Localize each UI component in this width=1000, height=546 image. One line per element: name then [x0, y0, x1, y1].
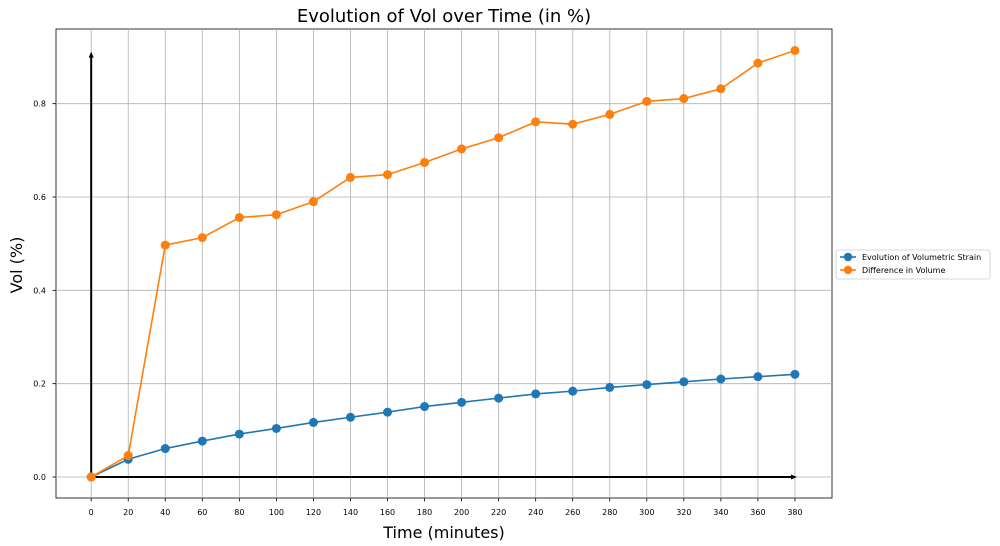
x-tick-label: 200	[454, 508, 469, 517]
x-tick-label: 140	[343, 508, 358, 517]
data-point	[568, 119, 578, 129]
data-point	[420, 157, 430, 167]
data-point	[345, 412, 355, 422]
x-axis-label: Time (minutes)	[382, 523, 505, 542]
x-tick-label: 240	[528, 508, 543, 517]
x-tick-label: 0	[89, 508, 94, 517]
y-axis-arrow-head	[88, 51, 94, 58]
legend: Evolution of Volumetric Strain Difference…	[835, 249, 991, 280]
y-tick-label: 0.8	[33, 100, 46, 109]
legend-swatch-marker	[843, 265, 853, 275]
data-point	[308, 417, 318, 427]
x-tick-label: 20	[123, 508, 133, 517]
data-point	[160, 240, 170, 250]
x-tick-label: 80	[234, 508, 244, 517]
data-point	[123, 451, 133, 461]
data-point	[160, 444, 170, 454]
legend-entry-label: Difference in Volume	[862, 266, 945, 275]
data-point	[790, 45, 800, 55]
data-point	[753, 58, 763, 68]
data-point	[790, 369, 800, 379]
data-point	[457, 144, 467, 154]
x-tick-label: 320	[676, 508, 691, 517]
series-line	[90, 49, 796, 478]
x-tick-label: 340	[713, 508, 728, 517]
legend-box	[835, 249, 991, 280]
chart-title: Evolution of Vol over Time (in %)	[297, 6, 591, 27]
y-tick-label: 0.2	[33, 380, 46, 389]
data-point	[605, 382, 615, 392]
data-point	[716, 374, 726, 384]
data-point	[234, 429, 244, 439]
data-point	[531, 389, 541, 399]
data-point	[494, 393, 504, 403]
x-axis-arrow-head	[790, 474, 797, 480]
series-2	[86, 45, 800, 482]
data-point	[679, 94, 689, 104]
x-tick-label: 220	[491, 508, 506, 517]
data-point	[642, 96, 652, 106]
data-point	[197, 233, 207, 243]
data-point	[383, 170, 393, 180]
x-tick-label: 260	[565, 508, 580, 517]
y-axis-label: Vol (%)	[7, 237, 26, 294]
x-tick-label: 180	[417, 508, 432, 517]
series-1	[86, 369, 800, 482]
data-point	[457, 397, 467, 407]
data-point	[86, 472, 96, 482]
x-tick-label: 40	[160, 508, 170, 517]
x-ticks: 0 20 40 60 80 100 120 140 160 180 200 220 240 260 280 3…	[89, 498, 803, 517]
legend-entry-label: Evolution of Volumetric Strain	[862, 253, 981, 262]
data-point	[197, 436, 207, 446]
data-point	[420, 402, 430, 412]
plot-area	[55, 28, 833, 499]
series-line	[90, 373, 796, 478]
data-point	[383, 407, 393, 417]
grid	[56, 29, 832, 498]
data-point	[605, 109, 615, 119]
y-tick-label: 0.4	[33, 286, 46, 295]
data-point	[531, 117, 541, 127]
legend-swatch-marker	[843, 252, 853, 262]
data-point	[568, 386, 578, 396]
data-point	[494, 133, 504, 143]
data-point	[234, 213, 244, 223]
data-point	[753, 372, 763, 382]
y-ticks: 0.0 0.2 0.4 0.6 0.8	[33, 100, 56, 482]
x-tick-label: 160	[380, 508, 395, 517]
x-tick-label: 300	[639, 508, 654, 517]
data-point	[308, 197, 318, 207]
data-point	[642, 380, 652, 390]
data-point	[345, 172, 355, 182]
data-point	[716, 84, 726, 94]
data-point	[271, 210, 281, 220]
axis-arrows	[88, 51, 797, 480]
x-tick-label: 280	[602, 508, 617, 517]
y-tick-label: 0.6	[33, 193, 46, 202]
series-group	[86, 45, 800, 482]
data-point	[271, 423, 281, 433]
x-tick-label: 100	[269, 508, 284, 517]
x-tick-label: 380	[787, 508, 802, 517]
data-point	[679, 377, 689, 387]
x-tick-label: 360	[750, 508, 765, 517]
x-tick-label: 60	[197, 508, 207, 517]
y-tick-label: 0.0	[33, 473, 46, 482]
x-tick-label: 120	[306, 508, 321, 517]
